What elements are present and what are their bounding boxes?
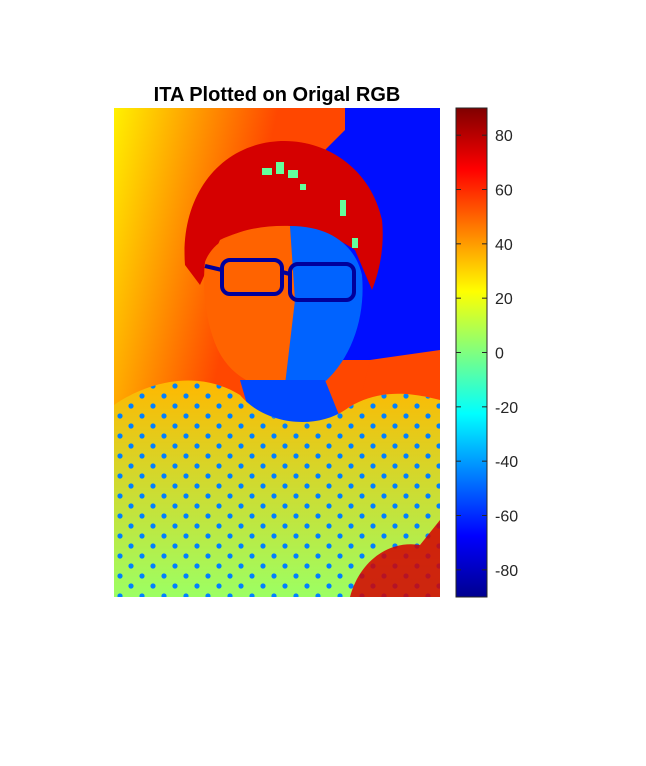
- colorbar-tick-label: 80: [495, 128, 513, 145]
- colorbar-tick-label: -40: [495, 454, 518, 471]
- colorbar-tick-label: 20: [495, 291, 513, 308]
- colorbar: 80 60 40 20 0 -20 -40 -60 -80: [456, 108, 518, 597]
- colorbar-tick-label: 40: [495, 237, 513, 254]
- colorbar-tick-label: 0: [495, 346, 504, 363]
- colorbar-tick-label: -80: [495, 563, 518, 580]
- colorbar-tick-label: -20: [495, 400, 518, 417]
- ita-heatmap-image: [114, 108, 440, 597]
- colorbar-tick-label: -60: [495, 509, 518, 526]
- chart-title: ITA Plotted on Origal RGB: [154, 84, 401, 106]
- colorbar-tick-label: 60: [495, 183, 513, 200]
